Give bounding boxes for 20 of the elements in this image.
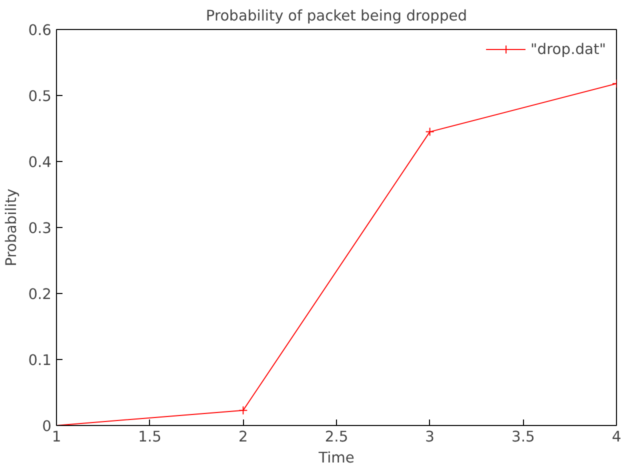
y-tick-label: 0.4 bbox=[28, 154, 52, 171]
y-tick-label: 0.6 bbox=[28, 22, 52, 39]
x-tick-label: 1 bbox=[52, 428, 62, 446]
y-tick-label: 0.3 bbox=[28, 220, 52, 237]
y-tick-label: 0.2 bbox=[28, 286, 52, 303]
x-axis-title: Time bbox=[318, 450, 354, 466]
point bbox=[425, 127, 434, 136]
y-axis-title: Probability bbox=[3, 188, 20, 266]
x-tick-label: 1.5 bbox=[138, 428, 162, 446]
y-tick-label: 0.1 bbox=[28, 352, 52, 369]
point bbox=[238, 406, 248, 415]
y-tick-label: 0 bbox=[42, 418, 52, 435]
x-tick-label: 3 bbox=[425, 428, 434, 446]
legend-label: "drop.dat" bbox=[530, 40, 606, 58]
x-tick-label: 2.5 bbox=[324, 428, 348, 446]
x-tick-label: 4 bbox=[612, 428, 621, 446]
x-tick-label: 3.5 bbox=[512, 428, 535, 446]
y-tick-label: 0.5 bbox=[28, 88, 52, 105]
chart-title: Probability of packet being dropped bbox=[206, 8, 468, 24]
x-tick-label: 2 bbox=[238, 428, 248, 446]
